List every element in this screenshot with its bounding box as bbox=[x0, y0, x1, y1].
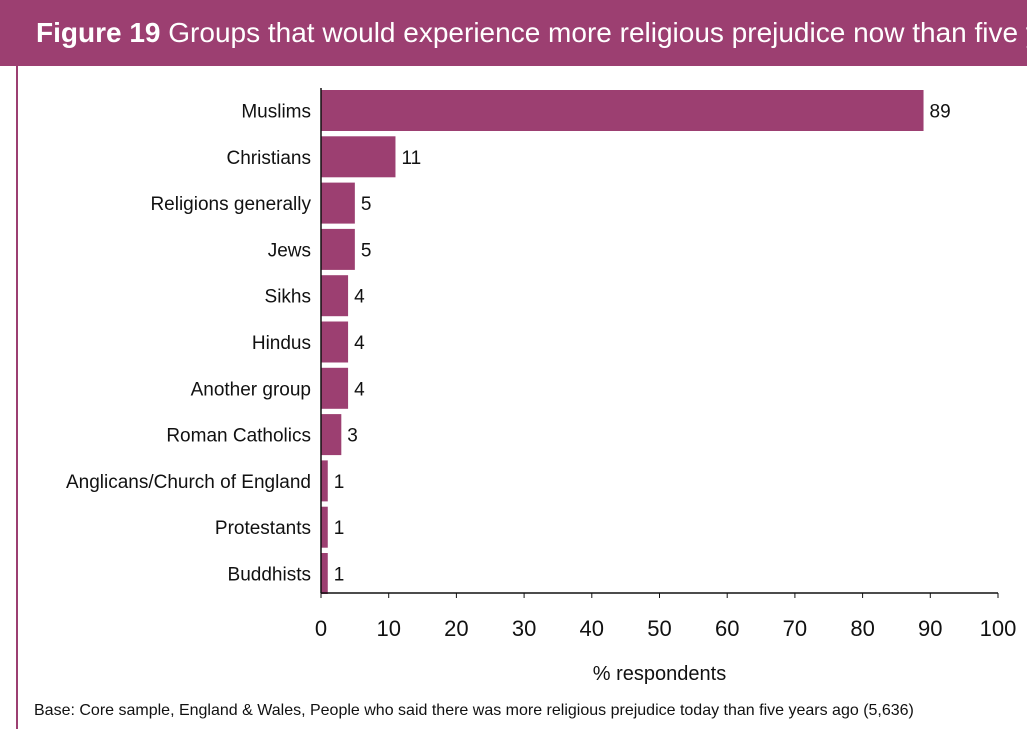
category-label: Christians bbox=[227, 148, 311, 169]
figure-number: Figure 19 bbox=[36, 17, 161, 48]
category-label: Another group bbox=[191, 379, 311, 400]
value-label: 89 bbox=[930, 102, 951, 123]
category-label: Hindus bbox=[252, 333, 311, 354]
x-tick-label: 10 bbox=[376, 616, 400, 641]
bar bbox=[321, 275, 349, 317]
bar bbox=[321, 506, 328, 548]
bar bbox=[321, 90, 924, 131]
value-label: 4 bbox=[354, 287, 365, 308]
value-label: 4 bbox=[354, 333, 365, 354]
category-label: Buddhists bbox=[228, 565, 311, 586]
figure-title: Groups that would experience more religi… bbox=[168, 17, 1027, 48]
figure-frame-left bbox=[0, 66, 18, 729]
value-label: 11 bbox=[401, 148, 421, 169]
x-tick-label: 30 bbox=[512, 616, 536, 641]
x-tick-label: 0 bbox=[315, 616, 327, 641]
x-tick-label: 40 bbox=[580, 616, 604, 641]
figure-header: Figure 19 Groups that would experience m… bbox=[0, 0, 1027, 66]
x-tick-label: 50 bbox=[647, 616, 671, 641]
bar bbox=[321, 321, 349, 363]
bar bbox=[321, 228, 355, 270]
value-label: 5 bbox=[361, 240, 372, 261]
value-label: 4 bbox=[354, 379, 365, 400]
value-label: 5 bbox=[361, 194, 372, 215]
x-tick-label: 100 bbox=[980, 616, 1017, 641]
value-label: 1 bbox=[334, 472, 345, 493]
base-footnote: Base: Core sample, England & Wales, Peop… bbox=[34, 702, 914, 719]
bar bbox=[321, 553, 328, 594]
bar bbox=[321, 136, 396, 178]
value-label: 1 bbox=[334, 565, 345, 586]
x-tick-label: 70 bbox=[783, 616, 807, 641]
value-label: 3 bbox=[347, 426, 358, 447]
x-tick-label: 20 bbox=[444, 616, 468, 641]
bar bbox=[321, 460, 328, 502]
bar bbox=[321, 367, 349, 409]
category-label: Roman Catholics bbox=[166, 426, 311, 447]
x-tick-label: 60 bbox=[715, 616, 739, 641]
category-label: Sikhs bbox=[265, 287, 311, 308]
category-label: Muslims bbox=[241, 102, 311, 123]
category-label: Jews bbox=[268, 240, 311, 261]
x-tick-label: 90 bbox=[918, 616, 942, 641]
category-label: Protestants bbox=[215, 518, 311, 539]
category-label: Religions generally bbox=[150, 194, 311, 215]
bar bbox=[321, 414, 342, 456]
x-tick-label: 80 bbox=[850, 616, 874, 641]
x-axis-title: % respondents bbox=[593, 663, 726, 685]
value-label: 1 bbox=[334, 518, 345, 539]
category-label: Anglicans/Church of England bbox=[66, 472, 311, 493]
bar bbox=[321, 182, 355, 224]
